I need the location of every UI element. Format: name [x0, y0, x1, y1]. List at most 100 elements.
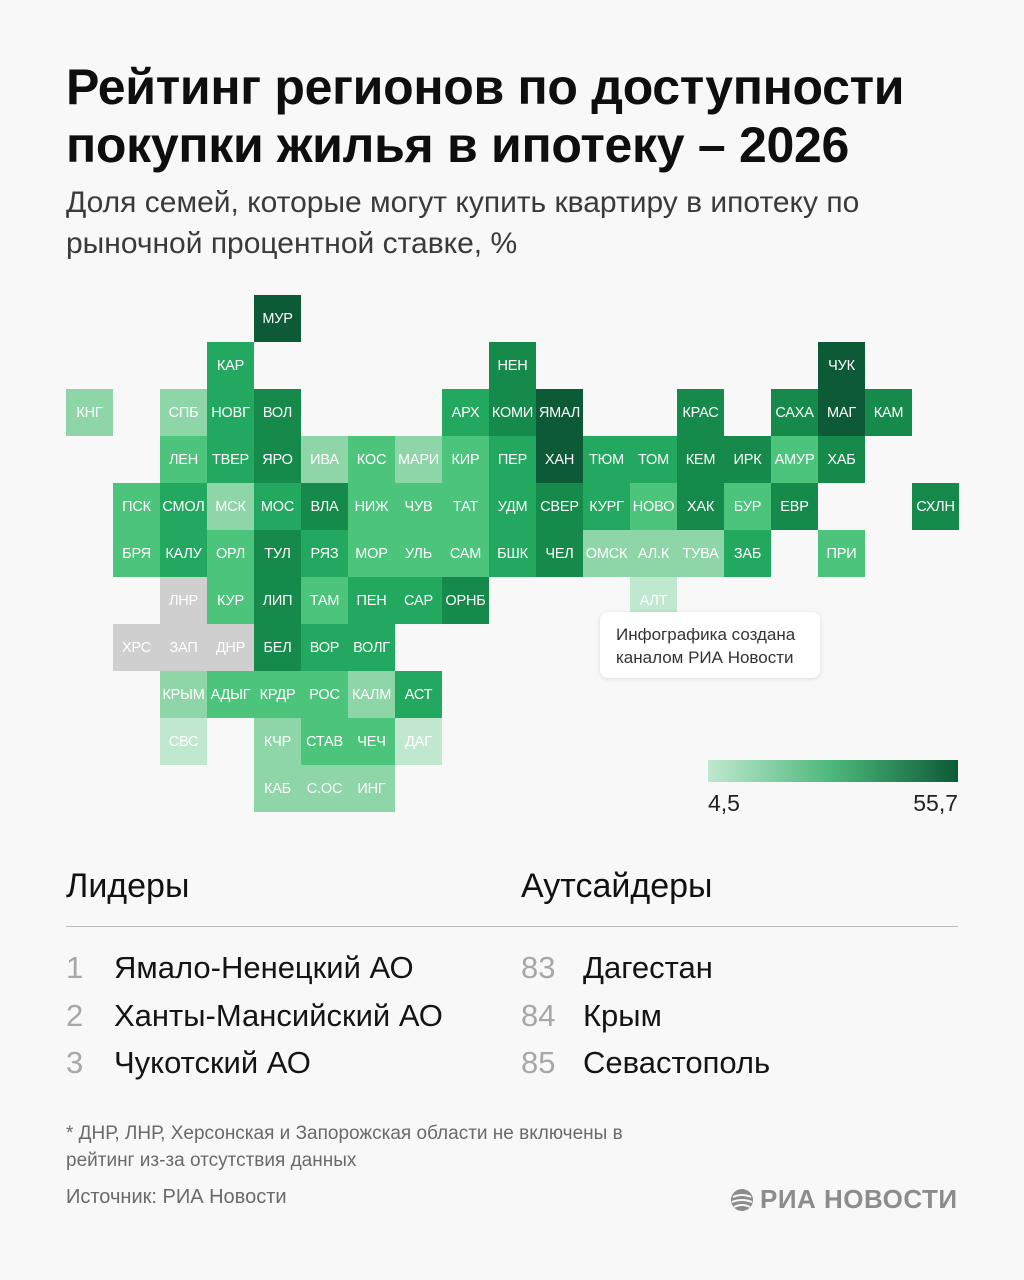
- legend-gradient: [708, 760, 958, 782]
- leader-item: 1 Ямало-Ненецкий АО: [66, 950, 414, 986]
- region-tile: КАМ: [865, 389, 912, 436]
- region-tile: ЧЕЛ: [536, 530, 583, 577]
- region-tile: ОРНБ: [442, 577, 489, 624]
- region-tile: ТАМ: [301, 577, 348, 624]
- region-tile: ЯМАЛ: [536, 389, 583, 436]
- logo-text: РИА НОВОСТИ: [760, 1184, 958, 1214]
- region-tile: СТАВ: [301, 718, 348, 765]
- region-tile: БРЯ: [113, 530, 160, 577]
- region-name: Ханты-Мансийский АО: [114, 998, 443, 1033]
- region-tile: НИЖ: [348, 483, 395, 530]
- region-tile: КУР: [207, 577, 254, 624]
- region-tile: ОМСК: [583, 530, 630, 577]
- region-tile: КРДР: [254, 671, 301, 718]
- outsider-item: 83 Дагестан: [521, 950, 713, 986]
- region-tile: ПЕН: [348, 577, 395, 624]
- region-tile: МУР: [254, 295, 301, 342]
- region-tile: ХРС: [113, 624, 160, 671]
- region-tile: ЛЕН: [160, 436, 207, 483]
- region-tile: МАРИ: [395, 436, 442, 483]
- region-tile: МСК: [207, 483, 254, 530]
- ria-logo: РИА НОВОСТИ: [730, 1184, 958, 1215]
- region-tile: УЛЬ: [395, 530, 442, 577]
- region-tile: ОРЛ: [207, 530, 254, 577]
- legend-max-label: 55,7: [913, 790, 958, 816]
- region-tile: ЧЕЧ: [348, 718, 395, 765]
- region-tile: СМОЛ: [160, 483, 207, 530]
- region-name: Севастополь: [583, 1045, 771, 1080]
- region-tile: ВОЛГ: [348, 624, 395, 671]
- region-tile: ИРК: [724, 436, 771, 483]
- region-tile: ВОЛ: [254, 389, 301, 436]
- rank-number: 84: [521, 998, 556, 1033]
- region-tile: ЗАБ: [724, 530, 771, 577]
- leaders-heading: Лидеры: [66, 867, 190, 905]
- outsider-item: 85 Севастополь: [521, 1045, 770, 1081]
- region-tile: ПСК: [113, 483, 160, 530]
- region-tile: ТУВА: [677, 530, 724, 577]
- legend-min-label: 4,5: [708, 790, 740, 816]
- region-tile: ЛНР: [160, 577, 207, 624]
- region-tile: ЛИП: [254, 577, 301, 624]
- region-tile: КУРГ: [583, 483, 630, 530]
- region-tile: СПБ: [160, 389, 207, 436]
- region-tile: САМ: [442, 530, 489, 577]
- region-tile: КАБ: [254, 765, 301, 812]
- region-tile: КОС: [348, 436, 395, 483]
- region-tile: АДЫГ: [207, 671, 254, 718]
- tile-map: МУР КАР НЕН ЧУК КНГ СПБ НОВГ ВОЛ АРХ КОМИ ЯМАЛ КРАС…: [66, 295, 966, 825]
- region-tile: КАР: [207, 342, 254, 389]
- region-tile: ДАГ: [395, 718, 442, 765]
- region-tile: БУР: [724, 483, 771, 530]
- region-name: Ямало-Ненецкий АО: [114, 950, 414, 985]
- region-tile: ВЛА: [301, 483, 348, 530]
- region-tile: СХЛН: [912, 483, 959, 530]
- divider: [66, 926, 958, 927]
- rank-number: 3: [66, 1045, 84, 1080]
- region-tile: БШК: [489, 530, 536, 577]
- region-tile: КЧР: [254, 718, 301, 765]
- region-tile: КЕМ: [677, 436, 724, 483]
- region-tile: КАЛУ: [160, 530, 207, 577]
- outsiders-heading: Аутсайдеры: [521, 867, 713, 905]
- region-tile: ЕВР: [771, 483, 818, 530]
- page-title: Рейтинг регионов по доступности покупки …: [66, 59, 905, 173]
- region-tile: ПЕР: [489, 436, 536, 483]
- region-tile: АСТ: [395, 671, 442, 718]
- region-tile: НОВО: [630, 483, 677, 530]
- region-tile: КНГ: [66, 389, 113, 436]
- footnote: * ДНР, ЛНР, Херсонская и Запорожская обл…: [66, 1123, 623, 1171]
- region-tile: БЕЛ: [254, 624, 301, 671]
- rank-number: 83: [521, 950, 556, 985]
- region-tile: НОВГ: [207, 389, 254, 436]
- region-tile: ХАН: [536, 436, 583, 483]
- region-name: Чукотский АО: [114, 1045, 311, 1080]
- region-name: Дагестан: [583, 950, 713, 985]
- region-tile: ТВЕР: [207, 436, 254, 483]
- rank-number: 85: [521, 1045, 556, 1080]
- rank-number: 2: [66, 998, 84, 1033]
- region-tile: ХАК: [677, 483, 724, 530]
- region-tile: СВС: [160, 718, 207, 765]
- region-tile: САР: [395, 577, 442, 624]
- region-tile: СВЕР: [536, 483, 583, 530]
- leader-item: 2 Ханты-Мансийский АО: [66, 998, 443, 1034]
- region-tile: ВОР: [301, 624, 348, 671]
- region-tile: ИВА: [301, 436, 348, 483]
- region-tile: МОС: [254, 483, 301, 530]
- region-tile: НЕН: [489, 342, 536, 389]
- region-tile: МАГ: [818, 389, 865, 436]
- region-tile: ЧУВ: [395, 483, 442, 530]
- region-tile: ИНГ: [348, 765, 395, 812]
- region-tile: РОС: [301, 671, 348, 718]
- ria-globe-icon: [731, 1188, 753, 1211]
- region-tile: ЗАП: [160, 624, 207, 671]
- attribution-note: Инфографика создана каналом РИА Новости: [600, 612, 820, 678]
- region-tile: ТУЛ: [254, 530, 301, 577]
- region-tile: С.ОС: [301, 765, 348, 812]
- rank-number: 1: [66, 950, 84, 985]
- region-tile: АМУР: [771, 436, 818, 483]
- region-tile: ТОМ: [630, 436, 677, 483]
- region-tile: КИР: [442, 436, 489, 483]
- region-tile: УДМ: [489, 483, 536, 530]
